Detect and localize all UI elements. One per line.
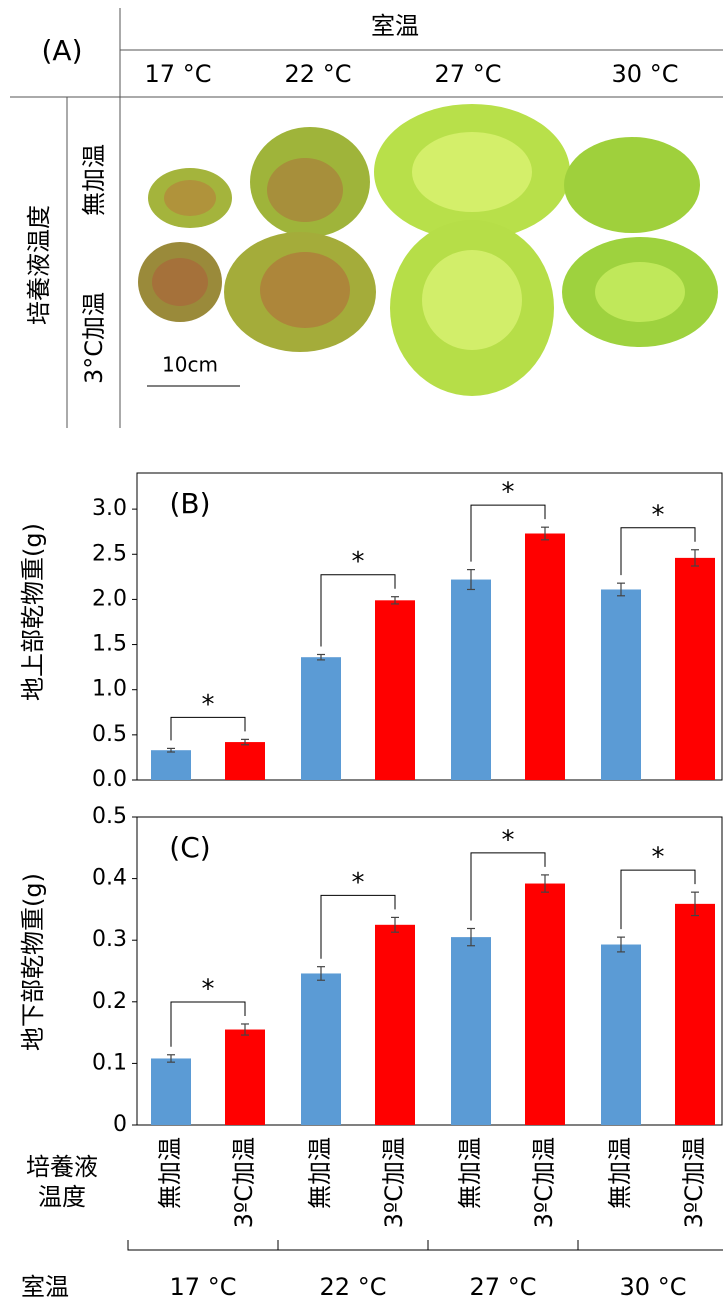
significance-label: * (652, 843, 665, 873)
significance-bracket (170, 716, 246, 741)
x-tick-label: 3ºC加温 (680, 1137, 708, 1228)
column-label: 27 °C (435, 60, 502, 88)
y-tick-label: 1.5 (92, 632, 127, 657)
row-label: 3°C加温 (80, 292, 108, 384)
lettuce (164, 180, 216, 216)
panel-label: (B) (169, 487, 210, 520)
x-axis-label: 室温 (21, 1273, 69, 1301)
significance-label: * (502, 478, 515, 508)
x-group-label: 17 °C (170, 1273, 237, 1301)
row-header: 培養液温度 (25, 205, 53, 325)
lettuce (412, 132, 532, 212)
bar (151, 750, 191, 780)
bar (375, 600, 415, 780)
bar (525, 533, 565, 780)
bar (601, 944, 641, 1125)
group-bracket (277, 1240, 429, 1251)
significance-bracket (620, 869, 696, 930)
x-tick-label: 無加温 (156, 1137, 184, 1209)
bar (225, 742, 265, 780)
x-group-label: 30 °C (620, 1273, 687, 1301)
significance-label: * (352, 868, 365, 898)
significance-label: * (202, 690, 215, 720)
bar (675, 903, 715, 1125)
y-tick-label: 0.5 (92, 722, 127, 747)
x-group-label: 27 °C (470, 1273, 537, 1301)
y-tick-label: 0 (113, 1112, 127, 1137)
lettuce (564, 137, 700, 233)
significance-bracket (320, 574, 396, 647)
column-label: 22 °C (285, 60, 352, 88)
x-axis-label: 培養液 (26, 1153, 98, 1181)
column-header: 室温 (371, 12, 419, 40)
x-group-label: 22 °C (320, 1273, 387, 1301)
bar (225, 1029, 265, 1125)
panel-label: (A) (41, 34, 82, 67)
bar (151, 1058, 191, 1125)
bar (451, 579, 491, 780)
group-bracket (427, 1240, 579, 1251)
y-tick-label: 0.2 (92, 989, 127, 1014)
x-tick-label: 無加温 (606, 1137, 634, 1209)
y-axis-label: 地上部乾物重(g) (19, 523, 47, 701)
lettuce (260, 252, 350, 328)
significance-bracket (620, 527, 696, 576)
lettuce (152, 258, 208, 306)
x-tick-label: 3ºC加温 (530, 1137, 558, 1228)
y-tick-label: 1.0 (92, 677, 127, 702)
lettuce (267, 158, 343, 222)
bar (375, 924, 415, 1125)
significance-label: * (202, 974, 215, 1004)
x-tick-label: 無加温 (306, 1137, 334, 1209)
y-tick-label: 2.5 (92, 541, 127, 566)
x-tick-label: 3ºC加温 (230, 1137, 258, 1228)
x-axis-label: 温度 (38, 1183, 86, 1211)
y-tick-label: 0.1 (92, 1050, 127, 1075)
plot-frame (136, 472, 723, 781)
x-tick-label: 無加温 (456, 1137, 484, 1209)
lettuce-photos (138, 104, 718, 396)
bar (301, 657, 341, 780)
y-tick-label: 0.4 (92, 866, 127, 891)
bar (451, 937, 491, 1125)
column-label: 17 °C (145, 60, 212, 88)
significance-bracket (320, 894, 396, 959)
group-bracket (127, 1240, 279, 1251)
significance-label: * (352, 547, 365, 577)
significance-bracket (470, 852, 546, 921)
bar (675, 557, 715, 780)
x-tick-label: 3ºC加温 (380, 1137, 408, 1228)
group-bracket (577, 1240, 723, 1251)
y-tick-label: 3.0 (92, 496, 127, 521)
bar (525, 883, 565, 1125)
y-tick-label: 2.0 (92, 586, 127, 611)
y-tick-label: 0.0 (92, 767, 127, 792)
significance-label: * (652, 500, 665, 530)
lettuce (595, 262, 685, 322)
y-tick-label: 0.5 (92, 804, 127, 829)
y-axis-label: 地下部乾物重(g) (19, 873, 47, 1051)
scale-label: 10cm (162, 353, 218, 377)
column-label: 30 °C (612, 60, 679, 88)
significance-bracket (170, 1001, 246, 1047)
y-tick-label: 0.3 (92, 927, 127, 952)
panel-label: (C) (169, 831, 210, 864)
bar (301, 973, 341, 1125)
significance-label: * (502, 825, 515, 855)
plot-frame (136, 816, 723, 1126)
panel-a: (A) 室温 17 °C 22 °C 27 °C 30 °C 培養液温度 無加温… (10, 8, 723, 428)
row-label: 無加温 (80, 144, 108, 216)
bar (601, 589, 641, 780)
lettuce (422, 250, 522, 350)
significance-bracket (470, 504, 546, 562)
